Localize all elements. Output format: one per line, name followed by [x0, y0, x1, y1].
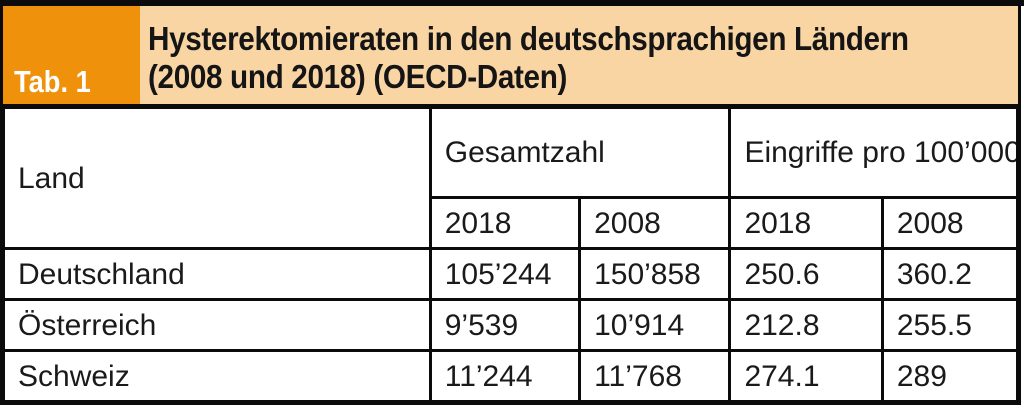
data-table: Land Gesamtzahl Eingriffe pro 100’000 Fr… — [0, 104, 1021, 405]
table-number-badge: Tab. 1 — [3, 6, 140, 104]
table-title: Hysterektomieraten in den deutschsprachi… — [148, 19, 909, 95]
col-group-eingriffe-pro-100000: Eingriffe pro 100’000 Frauen — [728, 105, 1020, 199]
table-row-oesterreich: Österreich 9’539 10’914 212.8 255.5 — [1, 298, 1021, 352]
top-rule — [0, 0, 1024, 6]
cell-total-2008: 10’914 — [578, 298, 732, 352]
cell-land: Schweiz — [1, 349, 432, 404]
cell-total-2018: 105’244 — [428, 247, 582, 301]
cell-rate-2018: 250.6 — [728, 247, 884, 301]
header-row-groups: Land Gesamtzahl Eingriffe pro 100’000 Fr… — [1, 105, 1020, 250]
cell-land: Deutschland — [1, 247, 432, 301]
table-caption-bar: Tab. 1 Hysterektomieraten in den deutsch… — [0, 6, 1021, 104]
col-group-gesamtzahl: Gesamtzahl — [428, 105, 732, 199]
table-number-label: Tab. 1 — [14, 64, 91, 99]
cell-total-2018: 11’244 — [428, 349, 582, 404]
col-header-land: Land — [1, 105, 432, 250]
cell-rate-2008: 255.5 — [880, 298, 1021, 352]
table-title-box: Hysterektomieraten in den deutschsprachi… — [140, 6, 1018, 104]
year-header-rate-2018: 2018 — [728, 196, 884, 250]
table-figure: Tab. 1 Hysterektomieraten in den deutsch… — [0, 0, 1024, 405]
cell-total-2018: 9’539 — [428, 298, 582, 352]
year-header-total-2008: 2008 — [578, 196, 732, 250]
cell-rate-2018: 212.8 — [728, 298, 884, 352]
table-row-schweiz: Schweiz 11’244 11’768 274.1 289 — [1, 349, 1021, 404]
cell-rate-2018: 274.1 — [728, 349, 884, 404]
table-row-deutschland: Deutschland 105’244 150’858 250.6 360.2 — [1, 247, 1021, 301]
year-header-rate-2008: 2008 — [880, 196, 1021, 250]
cell-land: Österreich — [1, 298, 432, 352]
cell-rate-2008: 360.2 — [880, 247, 1021, 301]
year-header-total-2018: 2018 — [428, 196, 582, 250]
cell-total-2008: 11’768 — [578, 349, 732, 404]
cell-rate-2008: 289 — [880, 349, 1021, 404]
cell-total-2008: 150’858 — [578, 247, 732, 301]
header-row-years: 2018 2008 2018 2008 — [3, 196, 1021, 250]
